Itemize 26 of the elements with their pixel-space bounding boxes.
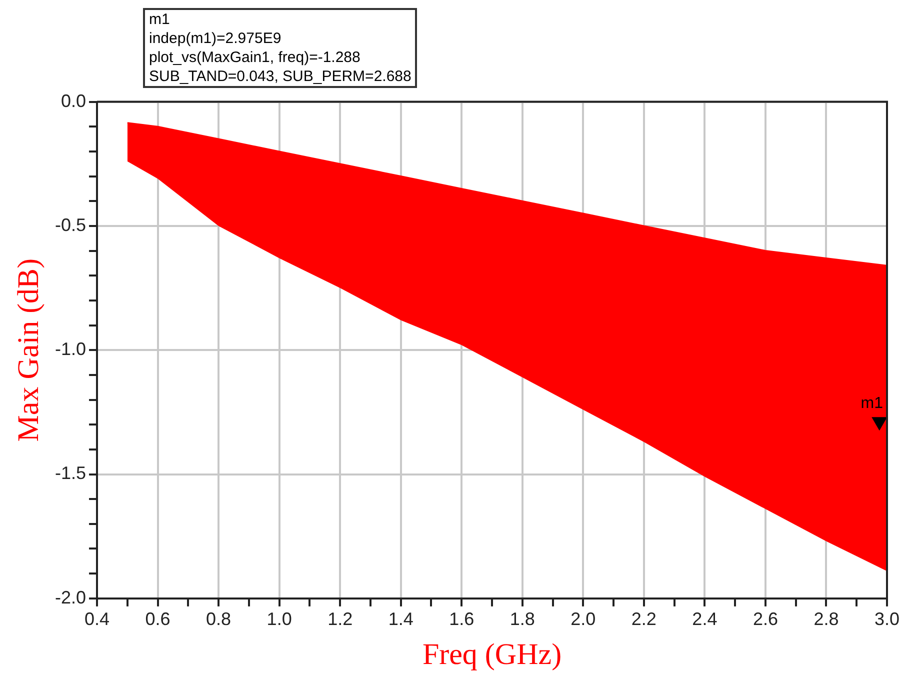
x-tick-label: 2.0 [570,609,596,630]
x-tick-label: 2.2 [631,609,656,630]
y-axis-title: Max Gain (dB) [12,258,45,442]
x-tick-label: 1.6 [449,609,474,630]
y-tick-label: -1.0 [54,339,86,360]
y-tick-label: -0.5 [54,214,86,235]
x-tick-label: 1.0 [266,609,292,630]
text: indep(m1)=2.975E9 [149,29,282,48]
x-tick-label: 1.2 [328,609,353,630]
y-tick-label: -1.5 [54,463,86,484]
x-tick-label: 2.4 [692,609,718,630]
y-tick-label: 0.0 [60,90,86,111]
x-tick-label: 1.4 [388,609,414,630]
x-tick-label: 0.6 [145,609,170,630]
series-label: m1 [860,395,884,412]
x-tick-label: 0.8 [206,609,232,630]
x-tick-label: 2.6 [752,609,778,630]
x-tick-label: 0.4 [84,609,110,630]
y-tick-label: -2.0 [54,587,86,608]
x-axis-title: Freq (GHz) [422,638,562,671]
text: plot_vs(MaxGain1, freq)=-1.288 [149,48,362,67]
text: SUB_TAND=0.043, SUB_PERM=2.688 [149,67,412,86]
x-tick-label: 3.0 [874,609,900,630]
x-tick-label: 1.8 [510,609,535,630]
x-tick-label: 2.8 [814,609,839,630]
text: m1 [149,10,171,29]
